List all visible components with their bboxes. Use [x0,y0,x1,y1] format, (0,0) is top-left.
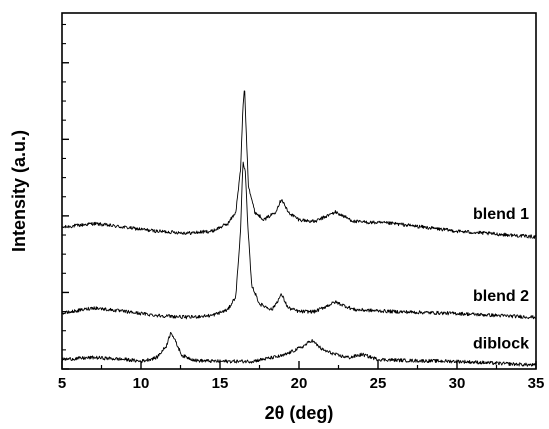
series-layer [61,90,537,367]
series-line-diblock [61,332,537,367]
annotation-layer: blend 1 blend 2 diblock [473,206,529,353]
plot-frame [61,12,537,370]
x-tick-label: 5 [58,375,66,392]
x-tick-label: 35 [528,375,545,392]
x-tick-label: 30 [449,375,466,392]
x-tick-label: 10 [133,375,150,392]
x-tick-label: 15 [212,375,229,392]
series-line-blend-2 [61,161,537,320]
x-axis-ticks: 5 10 15 20 25 30 35 [58,361,545,392]
x-tick-label: 25 [370,375,387,392]
series-label-blend-2: blend 2 [473,288,529,305]
series-line-blend-1 [61,90,537,239]
series-label-diblock: diblock [473,336,529,353]
y-axis-ticks [62,23,69,370]
x-tick-label: 20 [291,375,308,392]
y-axis-title: Intensity (a.u.) [9,130,29,252]
x-axis-title: 2θ (deg) [265,403,334,423]
series-label-blend-1: blend 1 [473,206,529,223]
